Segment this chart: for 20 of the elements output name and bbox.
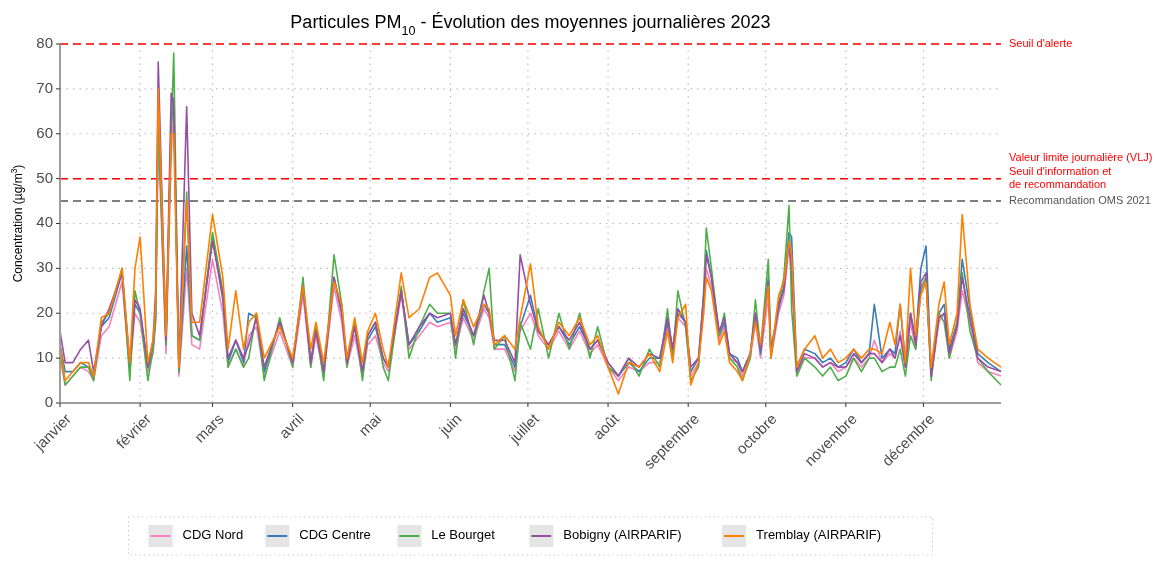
y-tick-label: 80 xyxy=(36,33,53,51)
y-tick-label: 70 xyxy=(36,78,53,96)
legend-label: CDG Nord xyxy=(182,527,244,543)
y-tick-label: 40 xyxy=(36,213,53,231)
y-tick-label: 50 xyxy=(36,168,53,186)
legend-label: Tremblay (AIRPARIF) xyxy=(756,527,882,543)
x-tick-label: mai xyxy=(355,410,385,440)
ref-line-label: Seuil d'alerte xyxy=(1009,36,1073,49)
y-tick-label: 60 xyxy=(36,123,53,141)
legend-label: Bobigny (AIRPARIF) xyxy=(563,527,682,543)
ref-line-label: Valeur limite journalière (VLJ) Seuil d'information et de recommandation xyxy=(1009,151,1153,191)
y-tick-label: 20 xyxy=(36,303,53,321)
ref-line-label: Recommandation OMS 2021 xyxy=(1009,193,1151,206)
chart-title: Particules PM$_{10}$ - Évolution des moyennes journalières 2023 xyxy=(290,12,771,38)
legend-label: Le Bourget xyxy=(431,527,496,543)
y-tick-label: 30 xyxy=(36,258,53,276)
y-tick-label: 10 xyxy=(36,348,53,366)
y-tick-label: 0 xyxy=(44,392,53,410)
legend-label: CDG Centre xyxy=(299,527,371,543)
x-tick-label: juin xyxy=(435,410,465,440)
